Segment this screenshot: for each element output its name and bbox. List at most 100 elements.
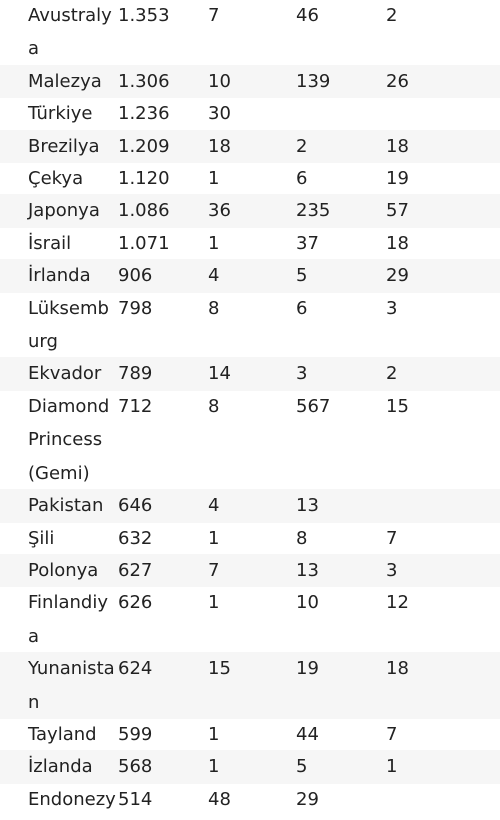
- country-cell: Diamond Princess (Gemi): [28, 395, 110, 484]
- cases-cell: 1.236: [118, 103, 170, 125]
- cases-cell: 1.209: [118, 135, 170, 157]
- cases-cell: 1.086: [118, 200, 170, 222]
- recovered-cell: 567: [296, 395, 331, 417]
- country-cell: Brezilya: [28, 135, 100, 157]
- table-row: Tayland 599 1 44 7: [0, 718, 500, 751]
- deaths-cell: 8: [208, 395, 220, 417]
- deaths-cell: 36: [208, 200, 231, 222]
- table-row: Endonezya514 48 29: [0, 783, 500, 820]
- table-row: İrlanda 906 4 5 29: [0, 259, 500, 293]
- critical-cell: 2: [386, 5, 398, 26]
- table-row: Türkiye 1.236 30: [0, 97, 500, 130]
- critical-cell: 18: [386, 135, 409, 157]
- deaths-cell: 10: [208, 70, 231, 92]
- country-cell: Çekya: [28, 168, 84, 190]
- table-row: Yunanistan 624 15 19 18: [0, 652, 500, 719]
- table-row: Pakistan 646 4 13: [0, 489, 500, 523]
- cases-cell: 789: [118, 363, 153, 385]
- critical-cell: 7: [386, 723, 398, 745]
- critical-cell: 12: [386, 592, 409, 614]
- critical-cell: 15: [386, 395, 409, 417]
- cases-cell: 568: [118, 756, 153, 778]
- country-cell: Lüksemburg: [28, 297, 109, 353]
- deaths-cell: 1: [208, 756, 220, 778]
- recovered-cell: 13: [296, 495, 319, 517]
- country-cell: Yunanistan: [28, 658, 115, 713]
- recovered-cell: 6: [296, 297, 308, 319]
- deaths-cell: 15: [208, 658, 231, 680]
- recovered-cell: [296, 97, 386, 130]
- country-cell: Malezya: [28, 70, 102, 92]
- table-row: Şili 632 1 8 7: [0, 522, 500, 555]
- cases-cell: 599: [118, 723, 153, 745]
- cases-cell: 624: [118, 658, 153, 680]
- table-row: İsrail 1.071 1 37 18: [0, 227, 500, 260]
- recovered-cell: 3: [296, 363, 308, 385]
- recovered-cell: 44: [296, 723, 319, 745]
- critical-cell: 7: [386, 527, 398, 549]
- cases-cell: 1.071: [118, 232, 170, 254]
- critical-cell: 2: [386, 363, 398, 385]
- deaths-cell: 8: [208, 297, 220, 319]
- recovered-cell: 19: [296, 658, 319, 680]
- table-row: Polonya 627 7 13 3: [0, 553, 500, 588]
- table-row: Brezilya 1.209 18 2 18: [0, 129, 500, 164]
- country-cell: Tayland: [28, 723, 97, 745]
- table-row: Diamond Princess (Gemi) 712 8 567 15: [0, 390, 500, 490]
- cases-cell: 1.353: [118, 5, 170, 26]
- cases-cell: 632: [118, 527, 153, 549]
- country-cell: Ekvador: [28, 363, 102, 385]
- country-cell: Avustralya: [28, 5, 112, 60]
- deaths-cell: 18: [208, 135, 231, 157]
- recovered-cell: 6: [296, 168, 308, 190]
- recovered-cell: 37: [296, 232, 319, 254]
- deaths-cell: 1: [208, 527, 220, 549]
- deaths-cell: 7: [208, 5, 220, 26]
- table-row: Lüksemburg 798 8 6 3: [0, 292, 500, 359]
- cases-cell: 1.306: [118, 70, 170, 92]
- table-row: Çekya 1.120 1 6 19: [0, 162, 500, 195]
- deaths-cell: 1: [208, 723, 220, 745]
- cases-cell: 646: [118, 495, 153, 517]
- critical-cell: 18: [386, 658, 409, 680]
- critical-cell: 1: [386, 756, 398, 778]
- table-row: Avustralya 1.353 7 46 2: [0, 0, 500, 66]
- table-row: İzlanda 568 1 5 1: [0, 750, 500, 784]
- country-cell: Endonezya: [28, 788, 116, 810]
- critical-cell: 57: [386, 200, 409, 222]
- critical-cell: [386, 97, 500, 130]
- country-cell: İsrail: [28, 232, 72, 254]
- cases-cell: 906: [118, 265, 153, 287]
- cases-cell: 627: [118, 559, 153, 581]
- critical-cell: [386, 783, 500, 820]
- critical-cell: 3: [386, 297, 398, 319]
- critical-cell: 26: [386, 70, 409, 92]
- recovered-cell: 46: [296, 5, 319, 26]
- country-cell: Türkiye: [28, 103, 93, 125]
- table-row: Malezya 1.306 10 139 26: [0, 64, 500, 99]
- country-cell: Japonya: [28, 200, 100, 222]
- cases-cell: 626: [118, 592, 153, 614]
- country-cell: Pakistan: [28, 495, 104, 517]
- country-cell: İzlanda: [28, 756, 93, 778]
- critical-cell: 19: [386, 168, 409, 190]
- table-row: Ekvador 789 14 3 2: [0, 357, 500, 391]
- deaths-cell: 4: [208, 495, 220, 517]
- table-row: Japonya 1.086 36 235 57: [0, 194, 500, 228]
- recovered-cell: 13: [296, 559, 319, 581]
- table-row: Finlandiya 626 1 10 12: [0, 586, 500, 653]
- deaths-cell: 1: [208, 232, 220, 254]
- deaths-cell: 1: [208, 592, 220, 614]
- deaths-cell: 4: [208, 265, 220, 287]
- country-cell: Finlandiya: [28, 592, 108, 647]
- recovered-cell: 2: [296, 135, 308, 157]
- cases-cell: 514: [118, 788, 153, 810]
- deaths-cell: 14: [208, 363, 231, 385]
- country-cell: İrlanda: [28, 265, 91, 287]
- recovered-cell: 8: [296, 527, 308, 549]
- country-cell: Şili: [28, 527, 55, 549]
- critical-cell: 3: [386, 559, 398, 581]
- critical-cell: 29: [386, 265, 409, 287]
- deaths-cell: 30: [208, 103, 231, 125]
